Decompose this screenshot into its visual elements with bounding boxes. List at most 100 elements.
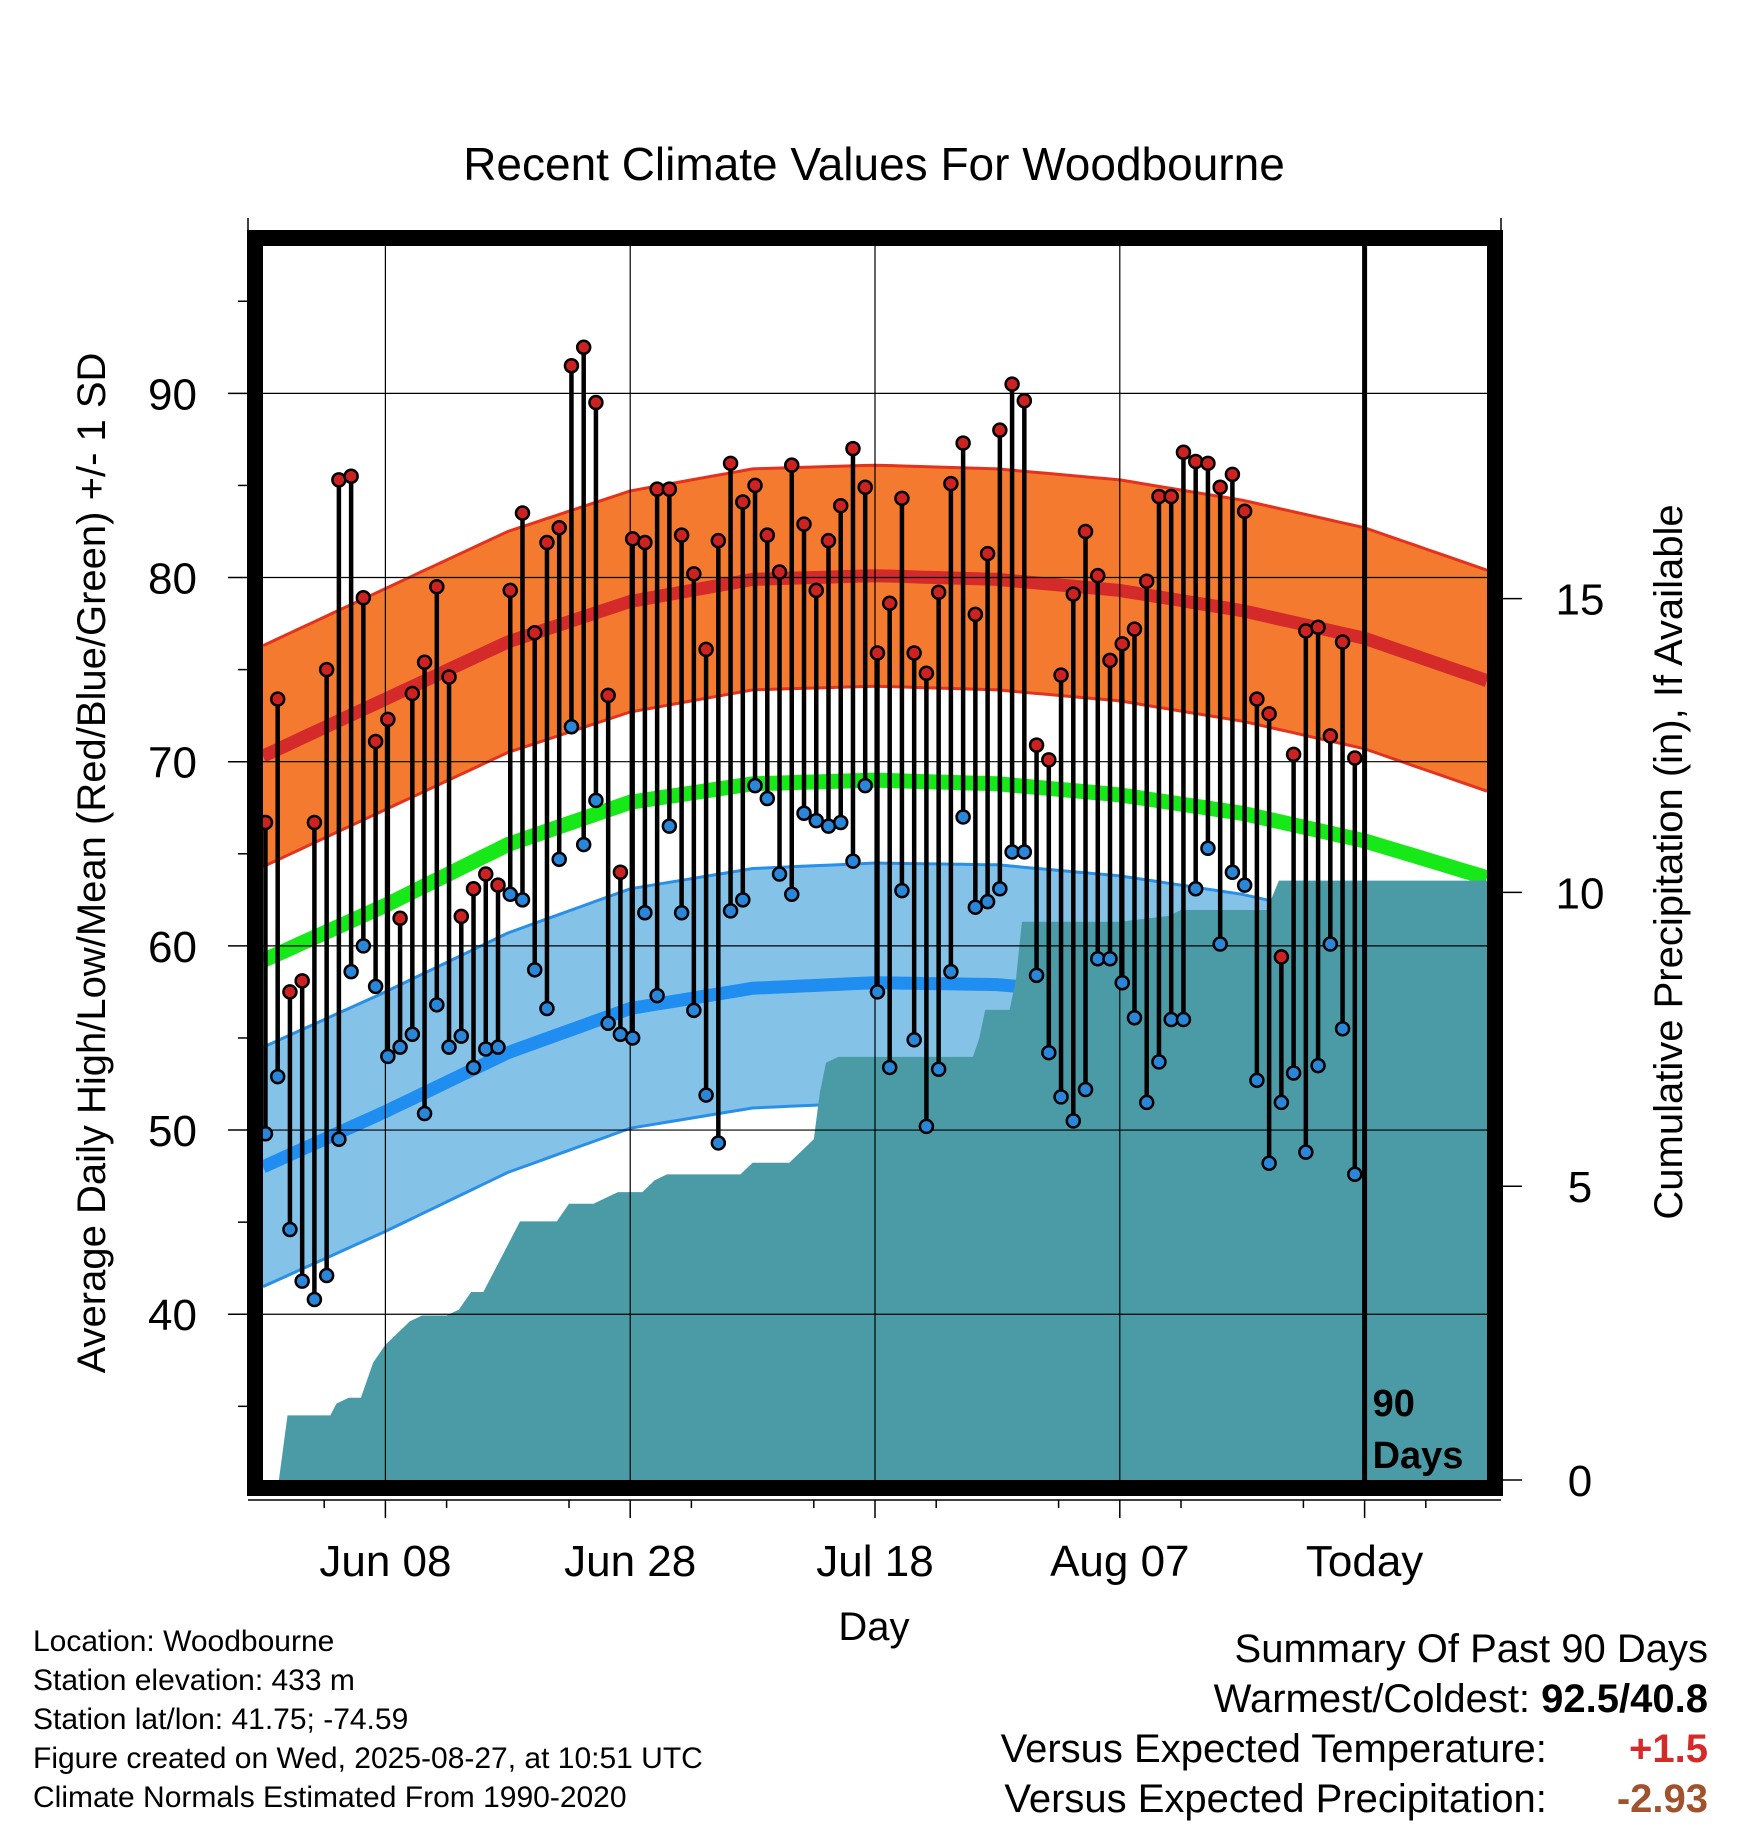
- high-point: [759, 527, 776, 543]
- high-point: [367, 733, 384, 750]
- temp-label: Versus Expected Temperature:: [1000, 1727, 1547, 1771]
- station-info: Location: Woodbourne Station elevation: …: [33, 1622, 703, 1817]
- warm-cold-label: Warmest/Coldest:: [1213, 1677, 1531, 1721]
- high-point: [453, 908, 470, 925]
- low-point: [796, 805, 812, 822]
- low-point: [894, 882, 910, 899]
- high-point: [857, 479, 873, 496]
- high-point: [539, 534, 555, 551]
- high-point: [906, 645, 922, 661]
- high-point: [588, 394, 604, 411]
- high-point: [1273, 949, 1290, 965]
- high-point: [845, 440, 861, 457]
- high-point: [441, 669, 457, 685]
- high-point: [392, 910, 408, 927]
- high-point: [514, 505, 531, 521]
- high-point: [1090, 567, 1106, 584]
- low-point: [441, 1039, 457, 1055]
- low-point: [808, 812, 824, 829]
- low-point: [1347, 1166, 1363, 1183]
- high-point: [1347, 750, 1363, 766]
- x-tick-label: Aug 07: [1050, 1537, 1189, 1586]
- y-tick-label-40: 40: [148, 1291, 197, 1340]
- low-point: [735, 892, 751, 908]
- high-point: [416, 654, 433, 670]
- high-point: [282, 984, 298, 1000]
- low-point: [881, 1059, 898, 1076]
- low-point: [722, 903, 739, 919]
- y2-tick-label-5: 5: [1568, 1163, 1592, 1212]
- high-point: [318, 661, 335, 678]
- summary-precip-row: Versus Expected Precipitation: -2.93: [1001, 1774, 1708, 1824]
- high-point: [478, 866, 494, 882]
- low-point: [1102, 951, 1118, 967]
- low-point: [1236, 877, 1253, 893]
- high-point: [869, 645, 886, 661]
- low-point: [514, 892, 531, 908]
- today-marker-label: 90: [1373, 1383, 1415, 1425]
- low-point: [992, 881, 1008, 897]
- low-point: [1077, 1081, 1094, 1098]
- low-point: [355, 938, 372, 954]
- low-point: [1126, 1009, 1143, 1026]
- low-point: [930, 1061, 947, 1078]
- y-tick-label-90: 90: [148, 370, 197, 419]
- y-axis-label: Average Daily High/Low/Mean (Red/Blue/Gr…: [70, 353, 114, 1374]
- high-point: [1114, 636, 1130, 652]
- low-point: [380, 1048, 396, 1065]
- low-point: [478, 1041, 494, 1057]
- low-point: [845, 853, 861, 869]
- latlon-text: Station lat/lon: 41.75; -74.59: [33, 1703, 409, 1736]
- low-point: [575, 836, 592, 853]
- high-point: [967, 606, 984, 623]
- low-point: [710, 1135, 727, 1151]
- high-point: [404, 685, 421, 702]
- observations: [257, 339, 1363, 1308]
- low-point: [1200, 840, 1216, 857]
- high-point: [551, 520, 567, 536]
- low-point: [551, 851, 567, 868]
- low-point: [906, 1032, 922, 1048]
- high-point: [918, 665, 935, 682]
- low-point: [857, 777, 873, 794]
- x-tick-label: Jul 18: [816, 1537, 933, 1586]
- high-point: [771, 564, 788, 580]
- low-point: [563, 718, 580, 735]
- low-point: [1261, 1155, 1277, 1171]
- high-point: [722, 455, 739, 472]
- high-point: [269, 691, 286, 707]
- low-point: [698, 1087, 714, 1103]
- high-point: [820, 532, 837, 549]
- y-tick-label-60: 60: [148, 923, 197, 972]
- high-point: [735, 494, 751, 510]
- low-point: [429, 997, 445, 1013]
- low-point: [343, 963, 359, 980]
- low-point: [1028, 967, 1045, 984]
- high-point: [1212, 479, 1228, 496]
- y-tick-label-70: 70: [148, 739, 197, 788]
- low-point: [269, 1068, 286, 1085]
- today-marker-label: Days: [1373, 1435, 1464, 1477]
- high-point: [1187, 453, 1204, 470]
- high-point: [796, 516, 812, 532]
- low-point: [673, 904, 690, 921]
- high-point: [881, 595, 898, 612]
- high-point: [784, 457, 800, 473]
- low-point: [392, 1039, 408, 1055]
- high-point: [1175, 444, 1192, 461]
- high-point: [490, 877, 506, 893]
- summary-warm-cold-row: Warmest/Coldest: 92.5/40.8: [1001, 1674, 1708, 1724]
- high-point: [575, 339, 592, 356]
- low-point: [1285, 1065, 1302, 1081]
- low-point: [282, 1221, 298, 1238]
- summary-panel: Summary Of Past 90 Days Warmest/Coldest:…: [1001, 1624, 1708, 1824]
- temp-value: +1.5: [1629, 1727, 1708, 1771]
- low-point: [600, 1015, 616, 1031]
- warm-cold-value: 92.5/40.8: [1541, 1677, 1708, 1721]
- high-point: [1285, 746, 1302, 763]
- axes: 40 50 60 70 80 90 0 5 10 15 Jun 08 Jun 28 Jul 18 Aug …: [148, 218, 1604, 1586]
- high-point: [661, 481, 678, 497]
- high-point: [1249, 691, 1265, 707]
- low-point: [306, 1291, 323, 1308]
- high-point: [637, 534, 653, 551]
